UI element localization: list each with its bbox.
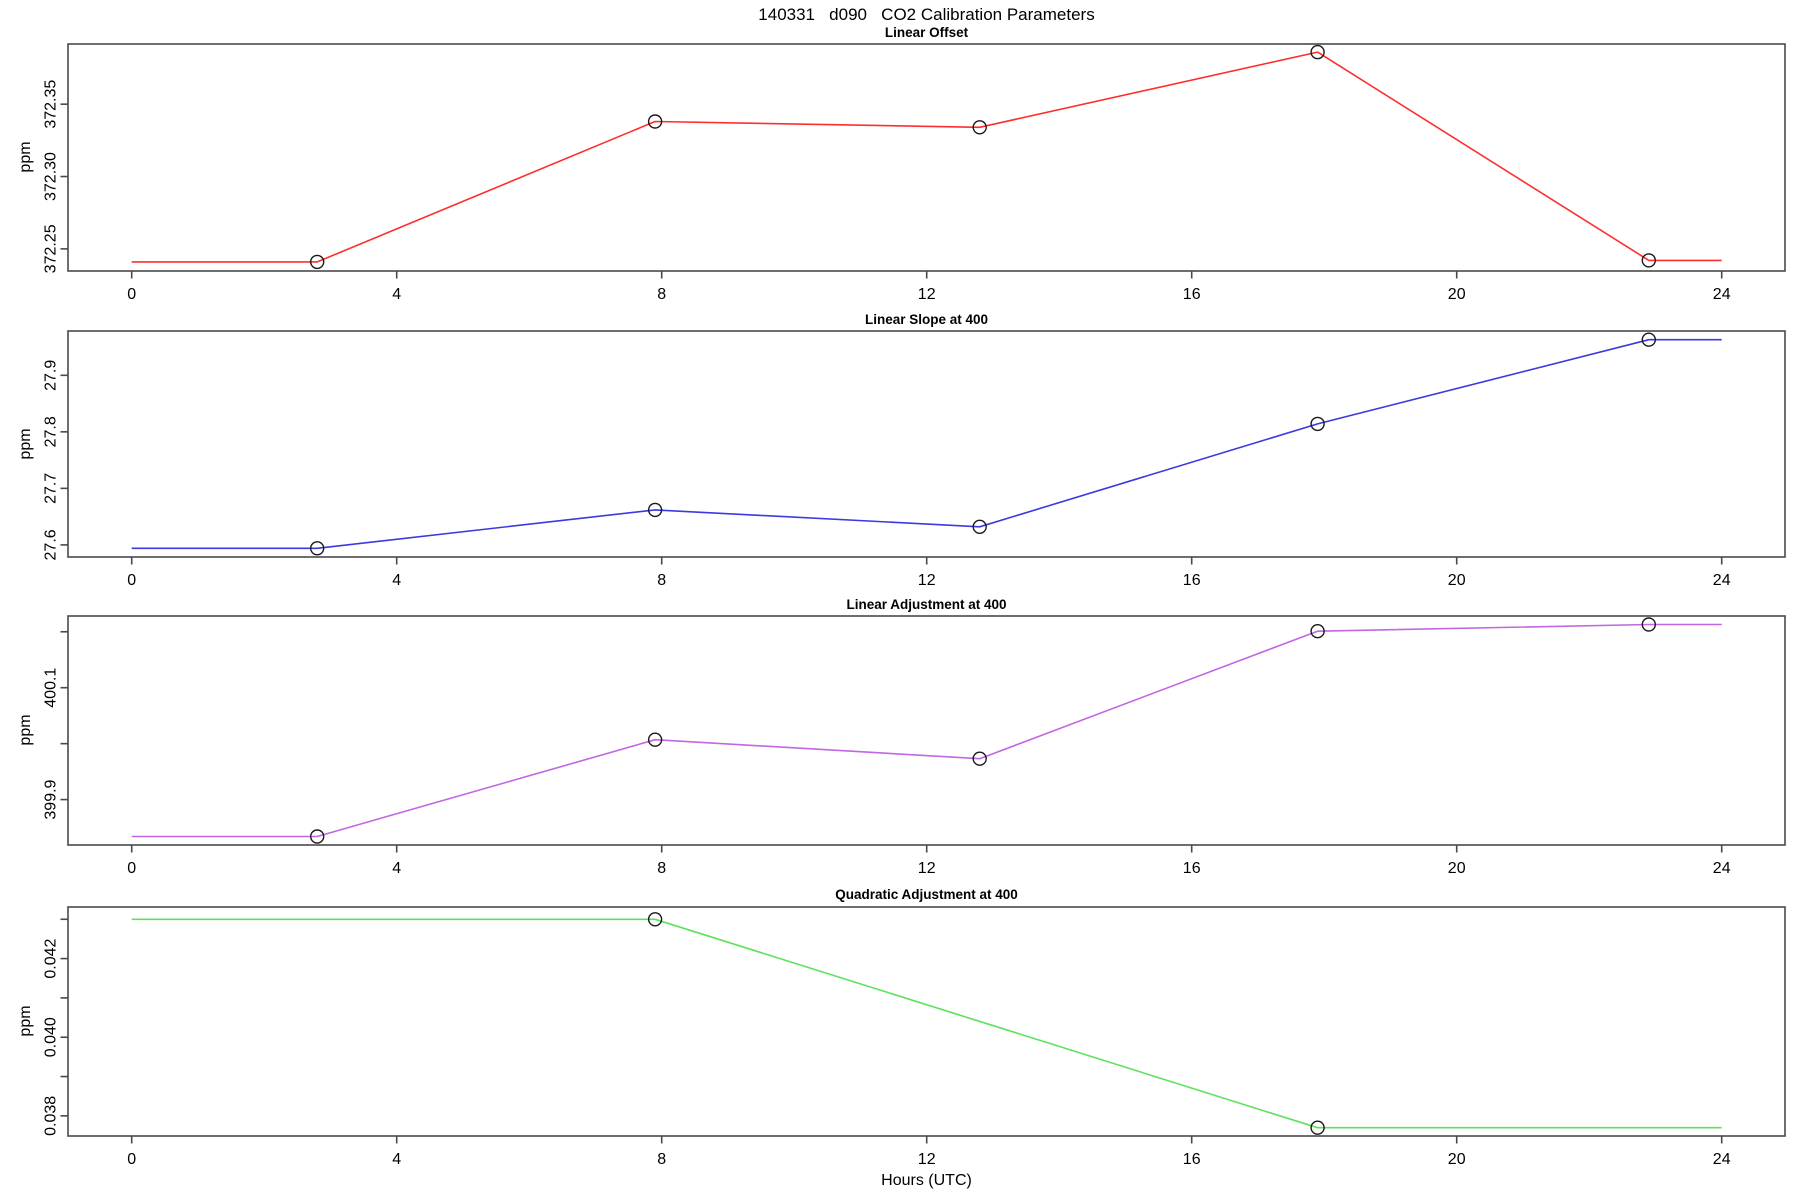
data-point-marker	[1310, 44, 1325, 60]
x-tick-label: 12	[918, 860, 936, 877]
x-tick-label: 16	[1183, 860, 1201, 877]
panel-border	[67, 330, 1786, 558]
series-line	[131, 338, 1722, 550]
x-tick-label: 12	[918, 1151, 936, 1168]
x-axis-label: Hours (UTC)	[881, 1172, 972, 1189]
data-point-marker	[1641, 617, 1657, 632]
data-point-marker	[647, 502, 663, 518]
y-tick-label: 27.8	[43, 416, 60, 447]
data-point-marker	[310, 254, 325, 270]
x-tick-label: 20	[1448, 286, 1466, 303]
data-point-marker	[1641, 253, 1657, 268]
panel-border	[67, 615, 1786, 846]
x-tick-label: 0	[127, 860, 136, 877]
data-point-marker	[647, 114, 663, 129]
panel-title-linear-offset: Linear Offset	[884, 25, 969, 40]
series-line	[131, 918, 1722, 1129]
y-tick-label: 372.25	[43, 224, 60, 273]
y-tick-label: 399.9	[43, 779, 60, 819]
x-tick-label: 0	[127, 1151, 136, 1168]
y-tick-label: 0.040	[43, 1017, 60, 1057]
data-point-marker	[972, 519, 987, 534]
x-tick-label: 8	[657, 1151, 666, 1168]
y-tick-label: 0.042	[43, 938, 60, 978]
x-tick-label: 24	[1713, 1151, 1731, 1168]
panel-title-linear-adjustment: Linear Adjustment at 400	[846, 597, 1007, 612]
y-tick-label: 27.7	[43, 473, 60, 504]
data-point-marker	[1641, 332, 1657, 347]
x-tick-label: 8	[657, 860, 666, 877]
y-tick-label: 372.35	[43, 80, 60, 129]
series-line	[131, 623, 1722, 838]
panel-border	[67, 906, 1786, 1137]
x-tick-label: 0	[127, 572, 136, 589]
panel-title-linear-slope: Linear Slope at 400	[864, 312, 989, 327]
x-tick-label: 4	[392, 286, 401, 303]
data-point-marker	[972, 120, 987, 135]
x-tick-label: 4	[392, 572, 401, 589]
panel-title-quadratic-adjustment: Quadratic Adjustment at 400	[835, 887, 1018, 902]
x-tick-label: 20	[1448, 572, 1466, 589]
y-tick-label: 27.6	[43, 529, 60, 560]
x-tick-label: 20	[1448, 1151, 1466, 1168]
data-point-marker	[310, 541, 325, 556]
data-point-marker	[1310, 624, 1325, 639]
x-tick-label: 16	[1183, 1151, 1201, 1168]
y-tick-label: 0.038	[43, 1096, 60, 1136]
y-tick-label: 27.9	[43, 360, 60, 391]
data-point-marker	[310, 829, 325, 844]
x-tick-label: 20	[1448, 860, 1466, 877]
series-line	[131, 51, 1722, 263]
data-point-marker	[972, 751, 987, 766]
chart-main-title: 140331 d090 CO2 Calibration Parameters	[758, 5, 1095, 24]
x-tick-label: 0	[127, 286, 136, 303]
x-tick-label: 8	[657, 286, 666, 303]
panel-border	[67, 43, 1786, 272]
data-point-marker	[647, 732, 663, 747]
x-tick-label: 16	[1183, 572, 1201, 589]
data-point-marker	[1310, 416, 1325, 432]
x-tick-label: 12	[918, 286, 936, 303]
x-tick-label: 24	[1713, 286, 1731, 303]
x-tick-label: 4	[392, 1151, 401, 1168]
x-tick-label: 24	[1713, 572, 1731, 589]
x-tick-label: 12	[918, 572, 936, 589]
data-point-marker	[1310, 1120, 1325, 1135]
x-tick-label: 16	[1183, 286, 1201, 303]
data-point-marker	[647, 912, 663, 927]
y-tick-label: 372.30	[43, 152, 60, 201]
x-tick-label: 8	[657, 572, 666, 589]
x-tick-label: 4	[392, 860, 401, 877]
y-tick-label: 400.1	[43, 668, 60, 708]
x-tick-label: 24	[1713, 860, 1731, 877]
